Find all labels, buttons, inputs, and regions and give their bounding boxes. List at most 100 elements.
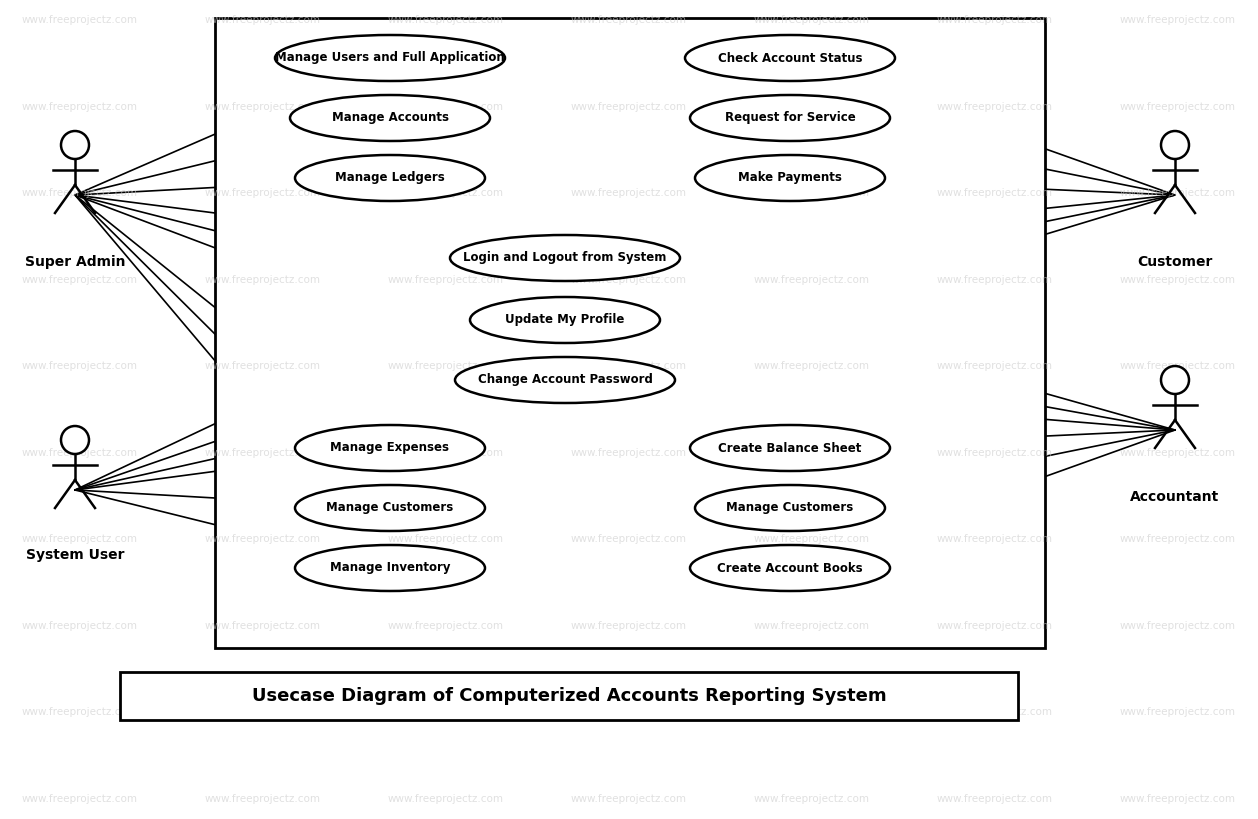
Text: www.freeprojectz.com: www.freeprojectz.com — [205, 794, 321, 804]
Text: Update My Profile: Update My Profile — [506, 314, 625, 327]
Text: Change Account Password: Change Account Password — [478, 373, 653, 387]
Text: Make Payments: Make Payments — [738, 171, 842, 184]
Text: Manage Customers: Manage Customers — [726, 501, 854, 514]
Text: www.freeprojectz.com: www.freeprojectz.com — [937, 794, 1053, 804]
Text: www.freeprojectz.com: www.freeprojectz.com — [754, 794, 871, 804]
Text: Manage Users and Full Application: Manage Users and Full Application — [276, 52, 504, 65]
Text: www.freeprojectz.com: www.freeprojectz.com — [754, 188, 871, 198]
Text: www.freeprojectz.com: www.freeprojectz.com — [21, 448, 138, 458]
Text: www.freeprojectz.com: www.freeprojectz.com — [1120, 794, 1237, 804]
Ellipse shape — [294, 485, 486, 531]
Ellipse shape — [686, 35, 894, 81]
Text: www.freeprojectz.com: www.freeprojectz.com — [754, 448, 871, 458]
Text: www.freeprojectz.com: www.freeprojectz.com — [1120, 534, 1237, 545]
Circle shape — [1161, 131, 1189, 159]
Text: www.freeprojectz.com: www.freeprojectz.com — [571, 15, 687, 25]
Text: www.freeprojectz.com: www.freeprojectz.com — [571, 708, 687, 717]
Text: www.freeprojectz.com: www.freeprojectz.com — [571, 361, 687, 371]
Text: www.freeprojectz.com: www.freeprojectz.com — [571, 448, 687, 458]
Text: www.freeprojectz.com: www.freeprojectz.com — [754, 102, 871, 111]
Text: www.freeprojectz.com: www.freeprojectz.com — [1120, 188, 1237, 198]
Ellipse shape — [291, 95, 491, 141]
Text: Manage Inventory: Manage Inventory — [330, 562, 450, 574]
Text: www.freeprojectz.com: www.freeprojectz.com — [1120, 708, 1237, 717]
Ellipse shape — [455, 357, 676, 403]
Text: www.freeprojectz.com: www.freeprojectz.com — [387, 534, 504, 545]
Text: www.freeprojectz.com: www.freeprojectz.com — [205, 708, 321, 717]
Text: www.freeprojectz.com: www.freeprojectz.com — [1120, 621, 1237, 631]
Text: www.freeprojectz.com: www.freeprojectz.com — [21, 794, 138, 804]
Text: System User: System User — [25, 548, 125, 562]
Text: www.freeprojectz.com: www.freeprojectz.com — [387, 15, 504, 25]
Ellipse shape — [694, 155, 884, 201]
Text: www.freeprojectz.com: www.freeprojectz.com — [937, 621, 1053, 631]
Text: www.freeprojectz.com: www.freeprojectz.com — [937, 708, 1053, 717]
Text: www.freeprojectz.com: www.freeprojectz.com — [571, 794, 687, 804]
Text: www.freeprojectz.com: www.freeprojectz.com — [754, 534, 871, 545]
Text: Create Account Books: Create Account Books — [717, 562, 863, 574]
Text: www.freeprojectz.com: www.freeprojectz.com — [205, 534, 321, 545]
Ellipse shape — [689, 95, 889, 141]
Text: www.freeprojectz.com: www.freeprojectz.com — [205, 274, 321, 285]
Ellipse shape — [294, 425, 486, 471]
Circle shape — [60, 426, 89, 454]
Text: Login and Logout from System: Login and Logout from System — [463, 251, 667, 265]
Bar — [215, 18, 1045, 648]
Ellipse shape — [294, 155, 486, 201]
Text: www.freeprojectz.com: www.freeprojectz.com — [754, 274, 871, 285]
Text: www.freeprojectz.com: www.freeprojectz.com — [1120, 274, 1237, 285]
Text: www.freeprojectz.com: www.freeprojectz.com — [205, 15, 321, 25]
Text: Super Admin: Super Admin — [25, 255, 126, 269]
Text: www.freeprojectz.com: www.freeprojectz.com — [205, 448, 321, 458]
Text: www.freeprojectz.com: www.freeprojectz.com — [387, 274, 504, 285]
Text: www.freeprojectz.com: www.freeprojectz.com — [205, 361, 321, 371]
Text: www.freeprojectz.com: www.freeprojectz.com — [21, 621, 138, 631]
Ellipse shape — [294, 545, 486, 591]
Text: www.freeprojectz.com: www.freeprojectz.com — [387, 188, 504, 198]
Text: www.freeprojectz.com: www.freeprojectz.com — [937, 534, 1053, 545]
Text: www.freeprojectz.com: www.freeprojectz.com — [205, 102, 321, 111]
Text: www.freeprojectz.com: www.freeprojectz.com — [937, 361, 1053, 371]
Text: Manage Expenses: Manage Expenses — [331, 441, 449, 455]
Text: Manage Accounts: Manage Accounts — [332, 111, 449, 124]
Text: Request for Service: Request for Service — [725, 111, 855, 124]
Text: www.freeprojectz.com: www.freeprojectz.com — [387, 361, 504, 371]
Text: www.freeprojectz.com: www.freeprojectz.com — [387, 621, 504, 631]
Text: www.freeprojectz.com: www.freeprojectz.com — [21, 274, 138, 285]
Text: www.freeprojectz.com: www.freeprojectz.com — [387, 708, 504, 717]
Text: www.freeprojectz.com: www.freeprojectz.com — [937, 102, 1053, 111]
Text: www.freeprojectz.com: www.freeprojectz.com — [21, 708, 138, 717]
Text: www.freeprojectz.com: www.freeprojectz.com — [571, 188, 687, 198]
Ellipse shape — [694, 485, 884, 531]
Text: www.freeprojectz.com: www.freeprojectz.com — [205, 188, 321, 198]
Text: www.freeprojectz.com: www.freeprojectz.com — [21, 102, 138, 111]
Text: www.freeprojectz.com: www.freeprojectz.com — [21, 15, 138, 25]
Text: www.freeprojectz.com: www.freeprojectz.com — [754, 15, 871, 25]
Text: Create Balance Sheet: Create Balance Sheet — [718, 441, 862, 455]
Circle shape — [60, 131, 89, 159]
Ellipse shape — [470, 297, 660, 343]
Text: www.freeprojectz.com: www.freeprojectz.com — [937, 448, 1053, 458]
Text: www.freeprojectz.com: www.freeprojectz.com — [571, 621, 687, 631]
Text: www.freeprojectz.com: www.freeprojectz.com — [387, 794, 504, 804]
Circle shape — [1161, 366, 1189, 394]
Text: Manage Ledgers: Manage Ledgers — [335, 171, 445, 184]
Ellipse shape — [450, 235, 681, 281]
Text: www.freeprojectz.com: www.freeprojectz.com — [387, 102, 504, 111]
Text: www.freeprojectz.com: www.freeprojectz.com — [21, 534, 138, 545]
Text: www.freeprojectz.com: www.freeprojectz.com — [754, 621, 871, 631]
Text: Usecase Diagram of Computerized Accounts Reporting System: Usecase Diagram of Computerized Accounts… — [252, 687, 887, 705]
Text: www.freeprojectz.com: www.freeprojectz.com — [754, 708, 871, 717]
Text: Accountant: Accountant — [1131, 490, 1219, 504]
Text: www.freeprojectz.com: www.freeprojectz.com — [571, 274, 687, 285]
Ellipse shape — [689, 545, 889, 591]
Text: Check Account Status: Check Account Status — [718, 52, 862, 65]
Text: www.freeprojectz.com: www.freeprojectz.com — [571, 102, 687, 111]
Text: www.freeprojectz.com: www.freeprojectz.com — [937, 188, 1053, 198]
Ellipse shape — [689, 425, 889, 471]
Text: www.freeprojectz.com: www.freeprojectz.com — [21, 188, 138, 198]
Text: www.freeprojectz.com: www.freeprojectz.com — [754, 361, 871, 371]
Text: www.freeprojectz.com: www.freeprojectz.com — [21, 361, 138, 371]
Bar — [120, 672, 1018, 720]
Text: www.freeprojectz.com: www.freeprojectz.com — [1120, 448, 1237, 458]
